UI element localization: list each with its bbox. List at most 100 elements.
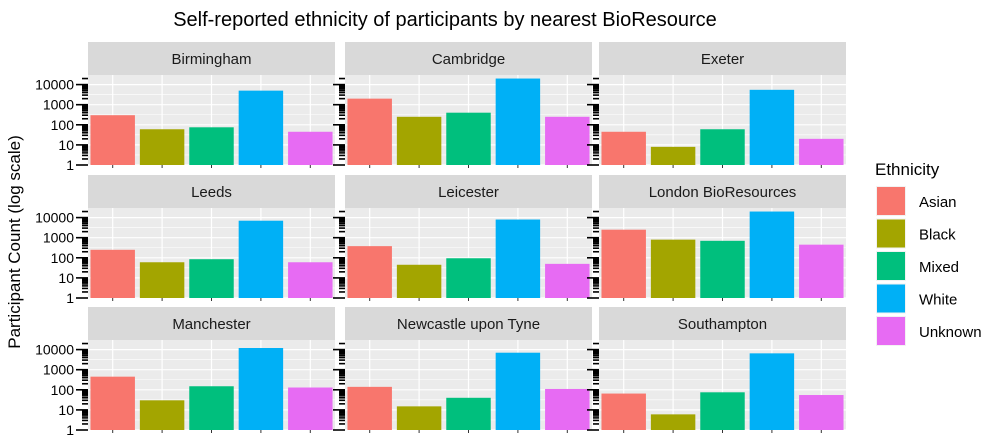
y-tick-label: 10000 xyxy=(35,342,74,358)
facet-panel-southampton: Southampton xyxy=(587,307,846,433)
bar-newcastle-upon-tyne-mixed xyxy=(446,397,491,430)
bar-southampton-asian xyxy=(601,393,646,430)
y-tick-label: 10 xyxy=(58,137,74,153)
facet-label: Leicester xyxy=(438,184,499,201)
bar-southampton-black xyxy=(650,414,696,430)
bar-manchester-white xyxy=(238,347,284,430)
bar-manchester-mixed xyxy=(189,386,234,430)
facet-label: London BioResources xyxy=(649,184,797,201)
bar-manchester-unknown xyxy=(288,387,333,430)
bar-cambridge-mixed xyxy=(446,112,491,165)
bar-exeter-asian xyxy=(601,131,646,165)
bar-leicester-black xyxy=(396,264,442,298)
y-tick-label: 100 xyxy=(51,382,75,398)
bar-london-bioresources-black xyxy=(650,239,696,298)
facet-label: Exeter xyxy=(701,51,744,68)
bar-birmingham-black xyxy=(139,129,185,165)
facet-strip xyxy=(599,307,846,340)
legend-label-black: Black xyxy=(919,227,956,244)
bar-cambridge-black xyxy=(396,116,442,165)
bar-newcastle-upon-tyne-unknown xyxy=(545,388,590,430)
bar-newcastle-upon-tyne-asian xyxy=(347,386,392,430)
facet-panel-leeds: Leeds 1 10 100 1000 10000 xyxy=(35,175,335,306)
bar-exeter-mixed xyxy=(700,129,745,165)
facet-label: Birmingham xyxy=(171,51,251,68)
facet-label: Cambridge xyxy=(432,51,505,68)
chart-title: Self-reported ethnicity of participants … xyxy=(173,9,717,31)
bar-manchester-asian xyxy=(90,376,135,430)
bar-leeds-black xyxy=(139,262,185,298)
bar-cambridge-white xyxy=(495,78,541,165)
facet-strip xyxy=(88,175,335,208)
facet-strip xyxy=(88,307,335,340)
y-tick-label: 1 xyxy=(66,157,74,173)
facet-strip xyxy=(345,175,592,208)
y-tick-label: 10 xyxy=(58,402,74,418)
facet-label: Newcastle upon Tyne xyxy=(397,316,540,333)
facet-panel-manchester: Manchester 1 10 100 1000 10000 xyxy=(35,307,335,438)
bar-london-bioresources-unknown xyxy=(799,244,844,298)
y-tick-label: 10000 xyxy=(35,77,74,93)
bar-leeds-white xyxy=(238,220,284,298)
bar-birmingham-asian xyxy=(90,115,135,165)
legend-swatch-black xyxy=(877,219,905,248)
bar-leicester-unknown xyxy=(545,263,590,298)
facet-label: Leeds xyxy=(191,184,232,201)
facet-strip xyxy=(599,175,846,208)
facet-label: Southampton xyxy=(678,316,767,333)
bar-southampton-white xyxy=(749,353,795,430)
bar-london-bioresources-asian xyxy=(601,229,646,298)
bar-birmingham-mixed xyxy=(189,127,234,165)
bar-exeter-unknown xyxy=(799,138,844,165)
bar-newcastle-upon-tyne-white xyxy=(495,352,541,430)
facet-strip xyxy=(599,42,846,75)
bar-leicester-white xyxy=(495,219,541,298)
bar-newcastle-upon-tyne-black xyxy=(396,406,442,430)
bar-london-bioresources-mixed xyxy=(700,240,745,298)
legend-label-mixed: Mixed xyxy=(919,259,959,276)
legend-label-white: White xyxy=(919,292,957,309)
y-tick-label: 10 xyxy=(58,270,74,286)
facet-panel-newcastle-upon-tyne: Newcastle upon Tyne xyxy=(333,307,592,433)
y-tick-label: 100 xyxy=(51,117,75,133)
legend-swatch-mixed xyxy=(877,252,905,280)
legend-swatch-unknown xyxy=(877,317,905,345)
bar-leicester-mixed xyxy=(446,258,491,298)
y-axis-label: Participant Count (log scale) xyxy=(5,135,24,349)
bar-exeter-white xyxy=(749,89,795,165)
y-tick-label: 1000 xyxy=(43,362,74,378)
bar-london-bioresources-white xyxy=(749,211,795,298)
facet-panel-london-bioresources: London BioResources xyxy=(587,175,846,301)
y-tick-label: 1000 xyxy=(43,230,74,246)
bar-birmingham-white xyxy=(238,90,284,165)
bar-exeter-black xyxy=(650,146,696,165)
bar-birmingham-unknown xyxy=(288,131,333,165)
legend-title: Ethnicity xyxy=(875,160,940,179)
y-tick-label: 1 xyxy=(66,422,74,438)
y-tick-label: 10000 xyxy=(35,210,74,226)
facet-strip xyxy=(345,307,592,340)
legend-label-unknown: Unknown xyxy=(919,324,982,341)
facet-panel-cambridge: Cambridge xyxy=(333,42,592,168)
bar-leeds-unknown xyxy=(288,262,333,298)
bar-leicester-asian xyxy=(347,246,392,298)
bar-southampton-unknown xyxy=(799,395,844,430)
y-tick-label: 100 xyxy=(51,250,75,266)
legend-swatch-white xyxy=(877,284,905,313)
y-tick-label: 1000 xyxy=(43,97,74,113)
facet-panels: Birmingham 1 10 100 1000 10000 Cambridge Exeter… xyxy=(35,42,846,438)
bar-cambridge-asian xyxy=(347,98,392,165)
legend: Ethnicity Asian Black Mixed White Unknown xyxy=(875,160,982,346)
legend-swatch-asian xyxy=(877,187,905,215)
bar-leeds-asian xyxy=(90,249,135,298)
y-tick-label: 1 xyxy=(66,290,74,306)
bar-cambridge-unknown xyxy=(545,116,590,165)
bar-leeds-mixed xyxy=(189,259,234,298)
facet-panel-exeter: Exeter xyxy=(587,42,846,168)
legend-label-asian: Asian xyxy=(919,194,957,211)
bar-manchester-black xyxy=(139,400,185,430)
facet-label: Manchester xyxy=(172,316,250,333)
facet-strip xyxy=(88,42,335,75)
bar-southampton-mixed xyxy=(700,392,745,430)
